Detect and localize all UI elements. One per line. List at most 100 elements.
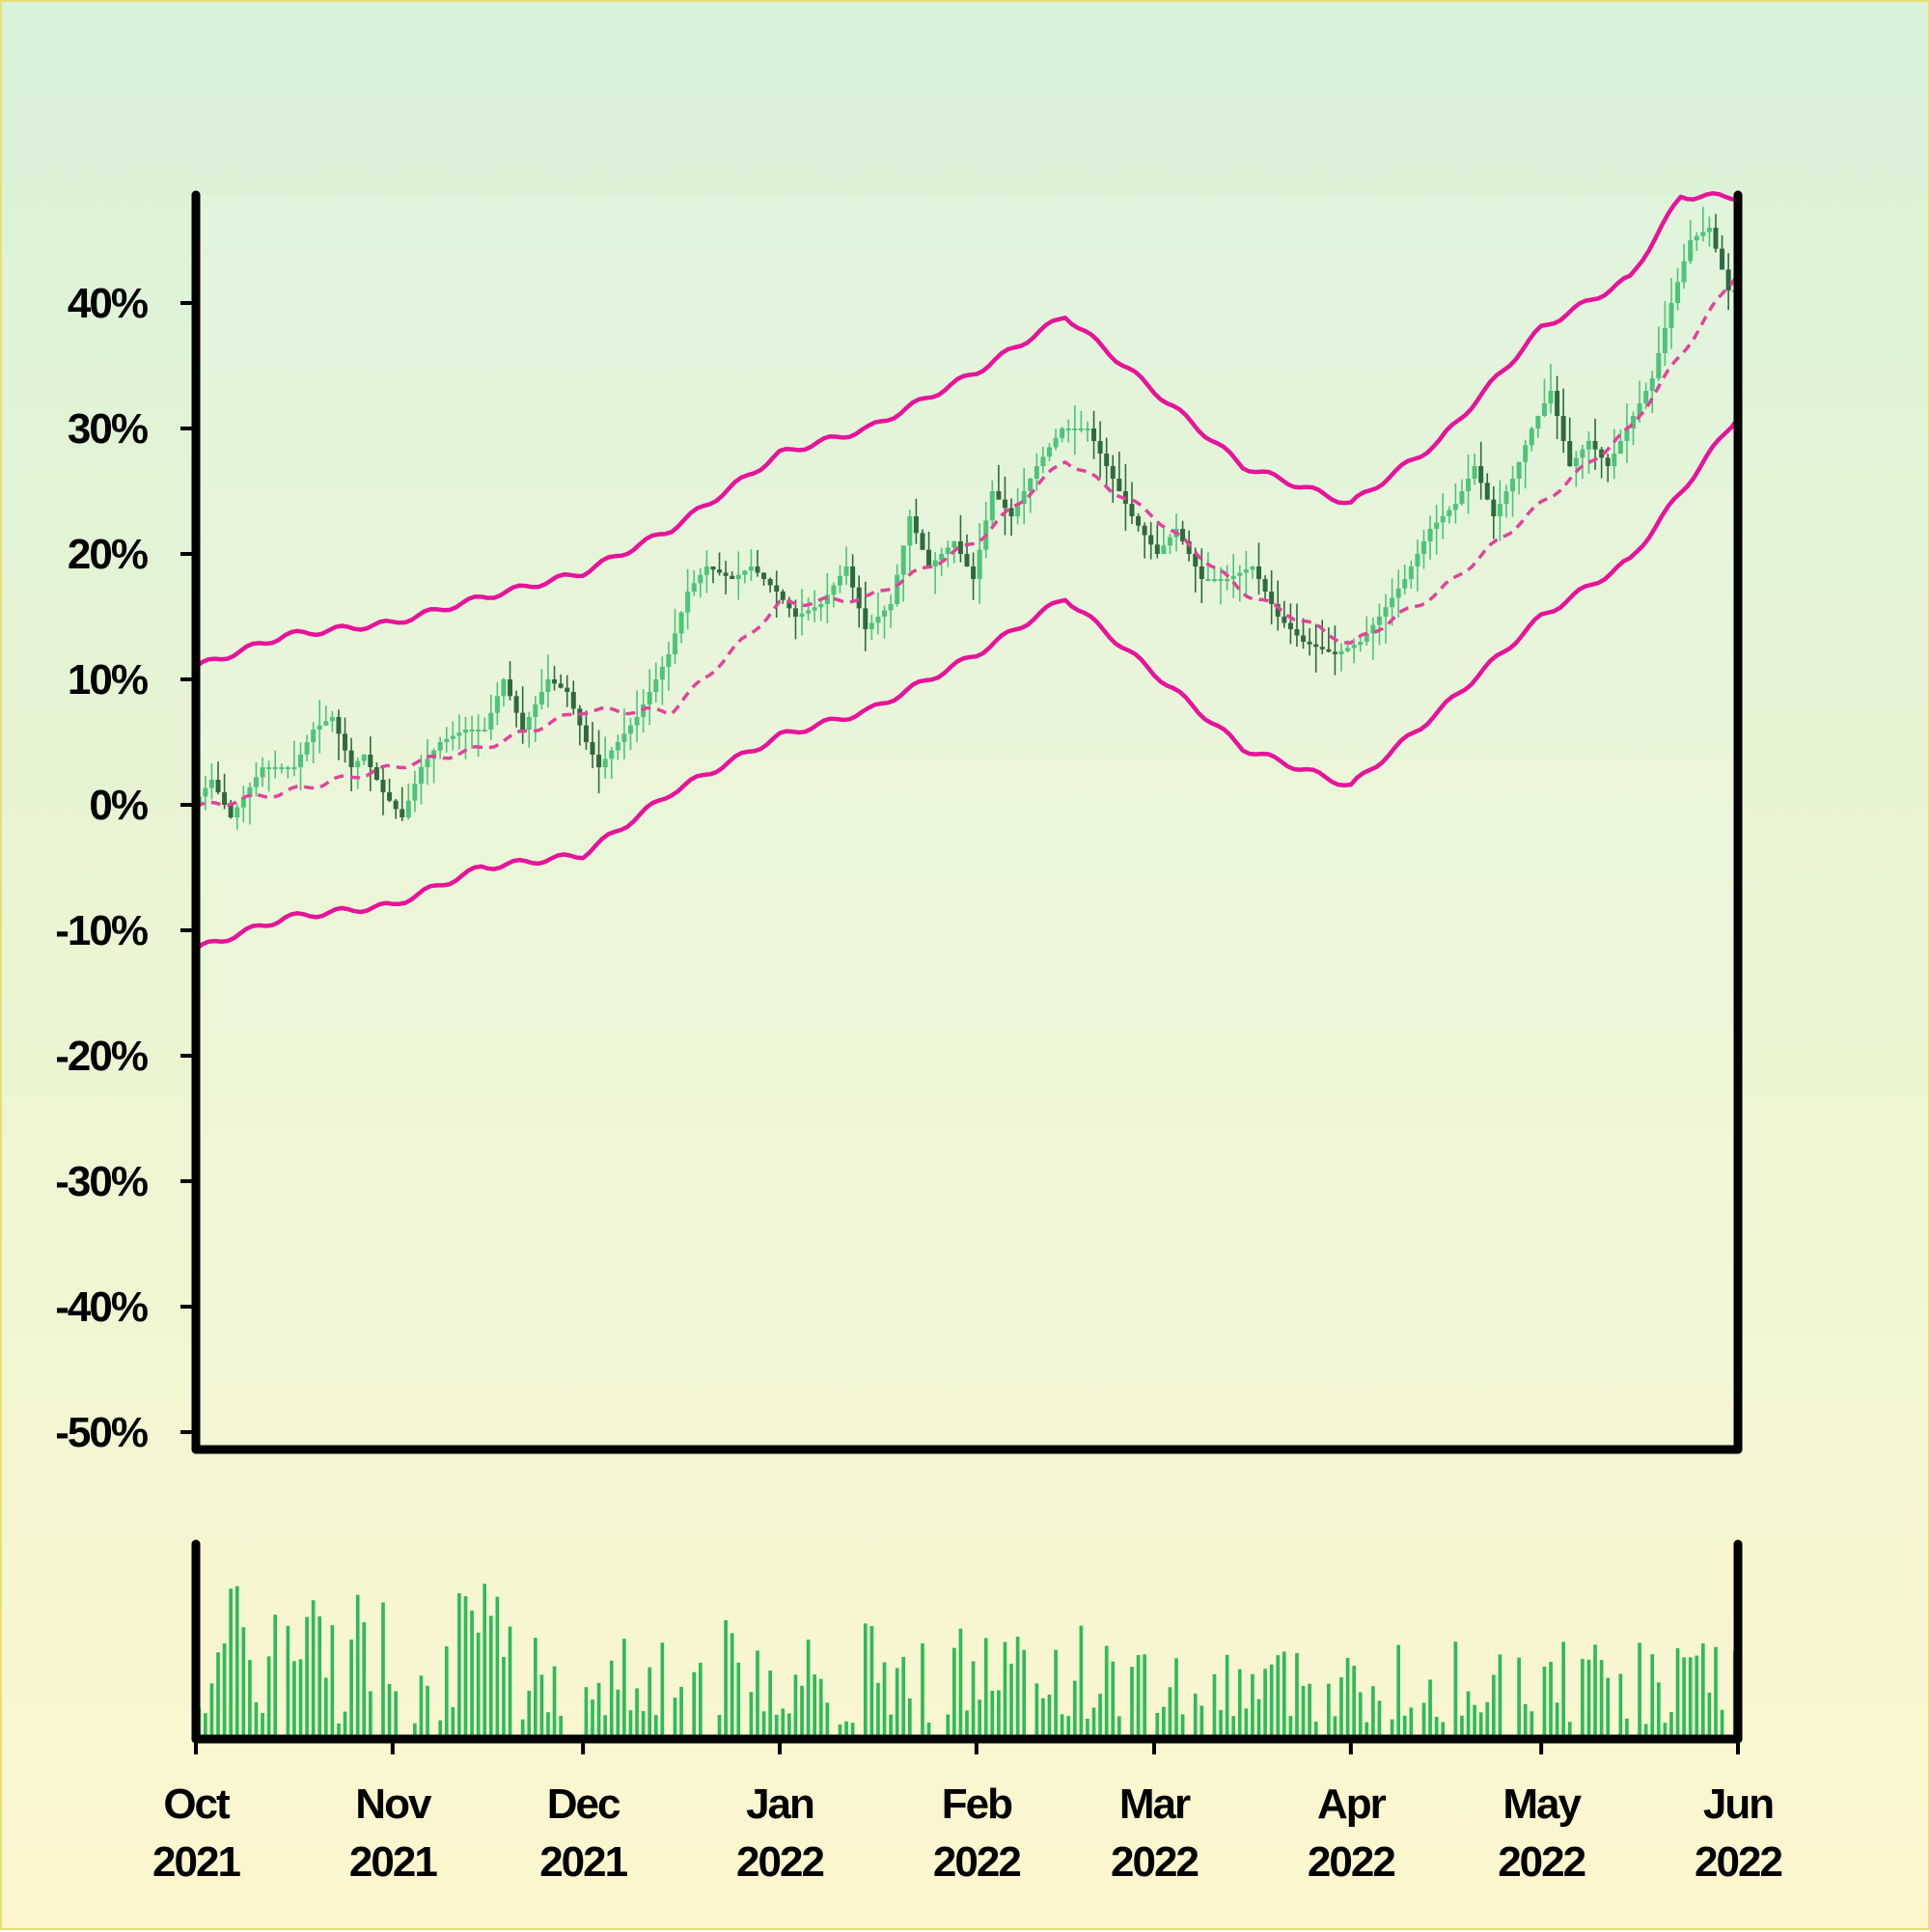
volume-bar [457,1593,461,1739]
candle-body [806,610,812,614]
volume-bar [1091,1707,1096,1739]
volume-bar [1066,1716,1071,1739]
candle-body [1713,228,1719,249]
candle-body [659,667,665,679]
volume-bar [1231,1716,1236,1739]
volume-bar [488,1615,493,1739]
candle-body [494,696,500,713]
volume-bar [451,1706,455,1739]
volume-bar [756,1650,759,1739]
volume-bar [305,1616,309,1739]
volume-bar [1485,1701,1490,1739]
lower-band-line [194,417,1740,952]
volume-bar [204,1713,207,1739]
volume-bar [1022,1649,1027,1739]
volume-bar [983,1638,988,1739]
candle-body [558,683,564,688]
candle-body [951,541,957,548]
volume-bar [261,1713,264,1739]
candle-body [1580,449,1585,458]
volume-bar [673,1697,677,1739]
volume-bar [248,1660,252,1739]
candle-body [405,800,411,817]
candle-body [1516,461,1522,479]
volume-bar [1638,1642,1641,1739]
volume-bar [850,1723,855,1739]
candle-body [1085,428,1090,430]
x-tick-month: Feb [942,1780,1012,1828]
candle-body [298,755,304,767]
candle-body [380,780,386,792]
volume-bar [381,1602,385,1739]
candle-body [900,545,906,575]
candle-body [1269,592,1275,604]
candle-body [1484,483,1490,500]
volume-bar [1034,1683,1039,1739]
candle-body [964,554,970,566]
x-tick-month: Jun [1703,1780,1773,1828]
candle-body [1136,516,1142,526]
candle-body [1250,566,1255,570]
candle-body [926,549,932,566]
candle-body [323,721,329,726]
candle-body [336,717,342,734]
candle-body [1656,353,1662,378]
candle-body [234,807,240,817]
candle-body [355,760,361,767]
volume-bar [1009,1664,1013,1739]
y-tick-label: 30% [68,405,148,453]
volume-bar [546,1712,550,1739]
candle-body [755,566,760,573]
volume-bar [603,1715,608,1739]
candle-body [895,574,900,604]
x-tick-month: Dec [547,1780,620,1828]
volume-bar [1720,1709,1724,1739]
volume-bar [653,1715,658,1739]
candle-body [304,742,310,755]
candle-body [387,792,393,801]
candle-body [1097,441,1103,454]
volume-bar [724,1619,728,1739]
volume-bar [730,1633,734,1739]
volume-bar [806,1640,811,1739]
candle-body [285,767,290,769]
candle-body [1078,428,1084,430]
candle-body [761,572,767,579]
volume-bar [863,1623,868,1739]
volume-bar [216,1652,220,1739]
volume-bar [1098,1694,1102,1739]
candle-body [831,585,837,595]
volume-bar [1460,1715,1464,1739]
volume-bar [1561,1642,1565,1739]
y-tick-label: -50% [55,1409,148,1456]
volume-bar [1542,1666,1547,1739]
candle-body [1720,248,1725,270]
candle-body [272,767,278,769]
volume-bar [470,1610,474,1739]
volume-bar [1549,1662,1553,1739]
candle-body [260,767,265,778]
volume-bar [825,1702,830,1739]
volume-bar [508,1626,512,1739]
volume-bar [1295,1652,1299,1739]
candle-body [1065,428,1071,430]
candle-body [920,533,925,550]
volume-bar [1155,1712,1160,1739]
volume-bar [1669,1712,1673,1739]
candle-body [653,679,659,692]
candle-body [1523,445,1529,462]
volume-bar [1015,1636,1020,1739]
candle-body [1117,479,1122,491]
candle-body [1256,566,1262,579]
candle-body [1142,525,1147,536]
volume-bar [889,1714,893,1739]
volume-bar [1377,1700,1382,1739]
volume-bar [952,1647,956,1739]
volume-bar [419,1675,424,1739]
candle-body [311,730,317,742]
candle-body [868,622,874,629]
candle-body [266,767,272,769]
volume-bar [209,1683,214,1739]
candle-body [1668,303,1674,328]
candle-body [1675,282,1681,303]
